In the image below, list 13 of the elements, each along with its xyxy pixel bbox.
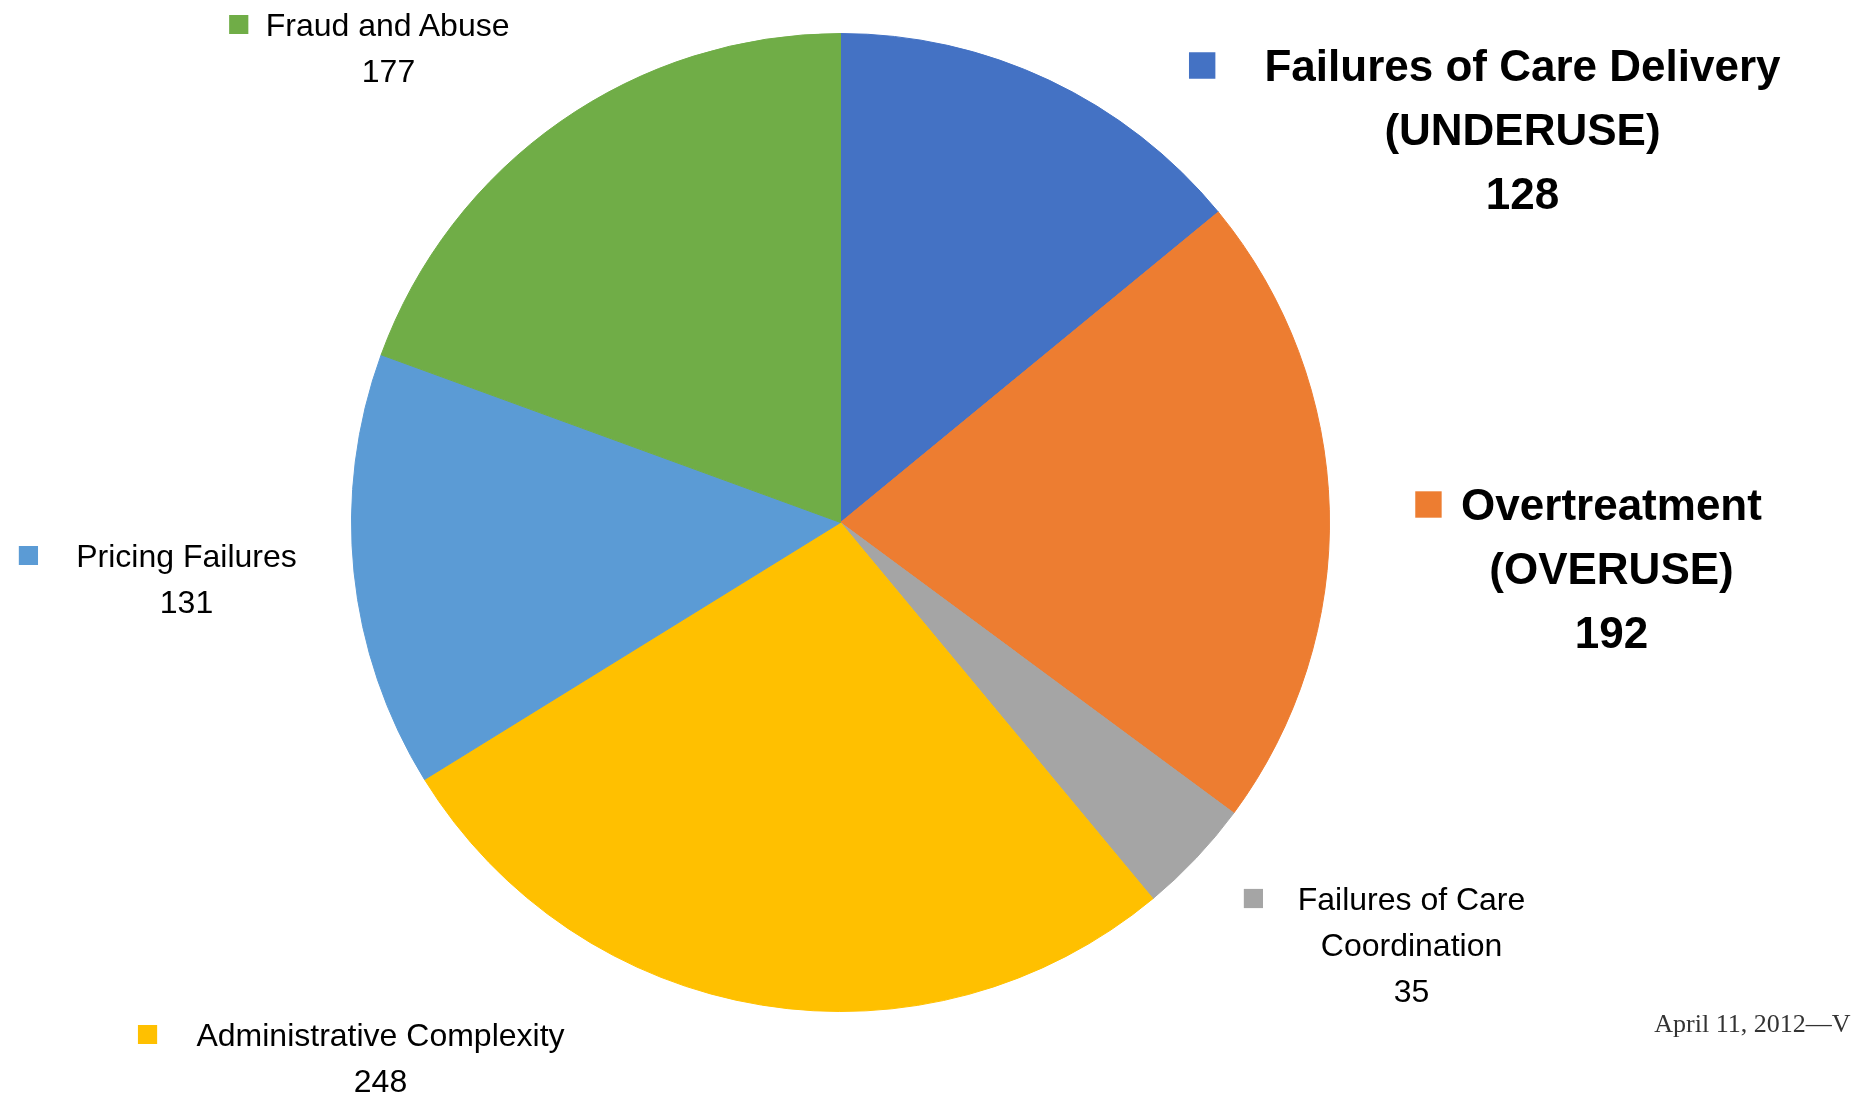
data-label: 35 [1393, 973, 1430, 1010]
legend-label: Failures of Care Delivery (UNDERUSE) [1264, 41, 1782, 154]
data-label: 131 [159, 583, 214, 620]
text: April 11, 2012—V [1654, 1009, 1851, 1038]
legend-label: Overtreatment (OVERUSE) [1461, 480, 1763, 593]
data-label: 128 [1485, 168, 1560, 218]
legend-label: Pricing Failures [76, 537, 297, 574]
data-label: 248 [353, 1062, 408, 1099]
data-label: 192 [1574, 607, 1649, 657]
legend-label: Administrative Complexity [196, 1016, 565, 1053]
data-label: 177 [361, 52, 416, 89]
legend-label: Fraud and Abuse [265, 6, 510, 43]
legend-label: Failures of Care Coordination [1297, 880, 1526, 963]
